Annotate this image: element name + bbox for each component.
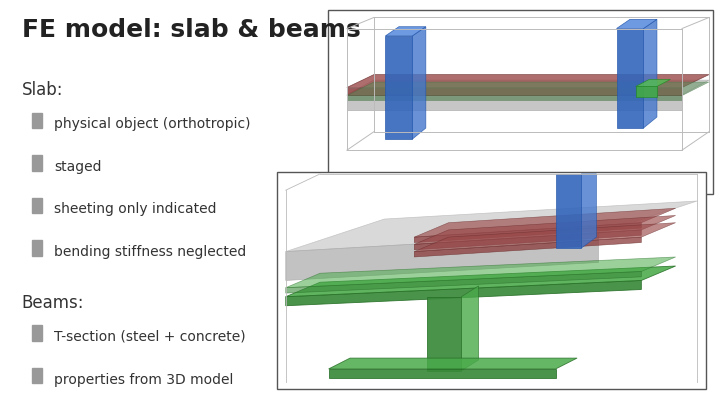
Polygon shape: [581, 174, 596, 248]
Polygon shape: [414, 215, 675, 244]
Text: physical object (orthotropic): physical object (orthotropic): [54, 117, 251, 131]
Polygon shape: [385, 27, 426, 36]
Polygon shape: [347, 96, 682, 100]
Text: sheeting only indicated: sheeting only indicated: [54, 202, 217, 216]
Polygon shape: [347, 75, 709, 87]
Polygon shape: [636, 79, 670, 86]
Polygon shape: [413, 27, 426, 139]
Polygon shape: [286, 257, 675, 288]
Polygon shape: [414, 223, 675, 252]
Polygon shape: [414, 230, 642, 250]
Text: Beams:: Beams:: [22, 294, 84, 311]
Polygon shape: [347, 87, 682, 95]
Polygon shape: [286, 271, 642, 293]
Polygon shape: [427, 297, 462, 371]
Polygon shape: [328, 369, 556, 378]
Polygon shape: [328, 358, 577, 369]
Text: bending stiffness neglected: bending stiffness neglected: [54, 245, 246, 259]
Polygon shape: [644, 19, 657, 128]
Polygon shape: [385, 36, 413, 139]
Polygon shape: [347, 82, 709, 96]
Polygon shape: [616, 28, 644, 128]
Polygon shape: [347, 95, 682, 110]
Bar: [32, 240, 42, 256]
Polygon shape: [286, 266, 675, 297]
Bar: [32, 368, 42, 383]
Polygon shape: [286, 201, 697, 252]
Text: FE model: slab & beams: FE model: slab & beams: [22, 18, 360, 42]
Bar: [636, 86, 657, 97]
Polygon shape: [286, 280, 642, 306]
Text: SCIA: SCIA: [482, 375, 518, 390]
Polygon shape: [414, 237, 642, 257]
Bar: [277, 172, 706, 389]
Polygon shape: [414, 223, 642, 243]
Bar: [32, 198, 42, 213]
Text: T-section (steel + concrete): T-section (steel + concrete): [54, 330, 246, 344]
Polygon shape: [616, 19, 657, 28]
Bar: [32, 113, 42, 128]
Polygon shape: [462, 286, 479, 371]
Polygon shape: [556, 174, 581, 248]
Bar: [328, 10, 713, 194]
Polygon shape: [286, 234, 598, 280]
Text: properties from 3D model: properties from 3D model: [54, 373, 233, 386]
Bar: [32, 155, 42, 171]
Bar: [32, 325, 42, 341]
Text: staged: staged: [54, 160, 102, 174]
Polygon shape: [347, 80, 709, 95]
Text: Slab:: Slab:: [22, 81, 63, 99]
Polygon shape: [414, 208, 675, 237]
Text: ENGINEER: ENGINEER: [518, 375, 598, 390]
